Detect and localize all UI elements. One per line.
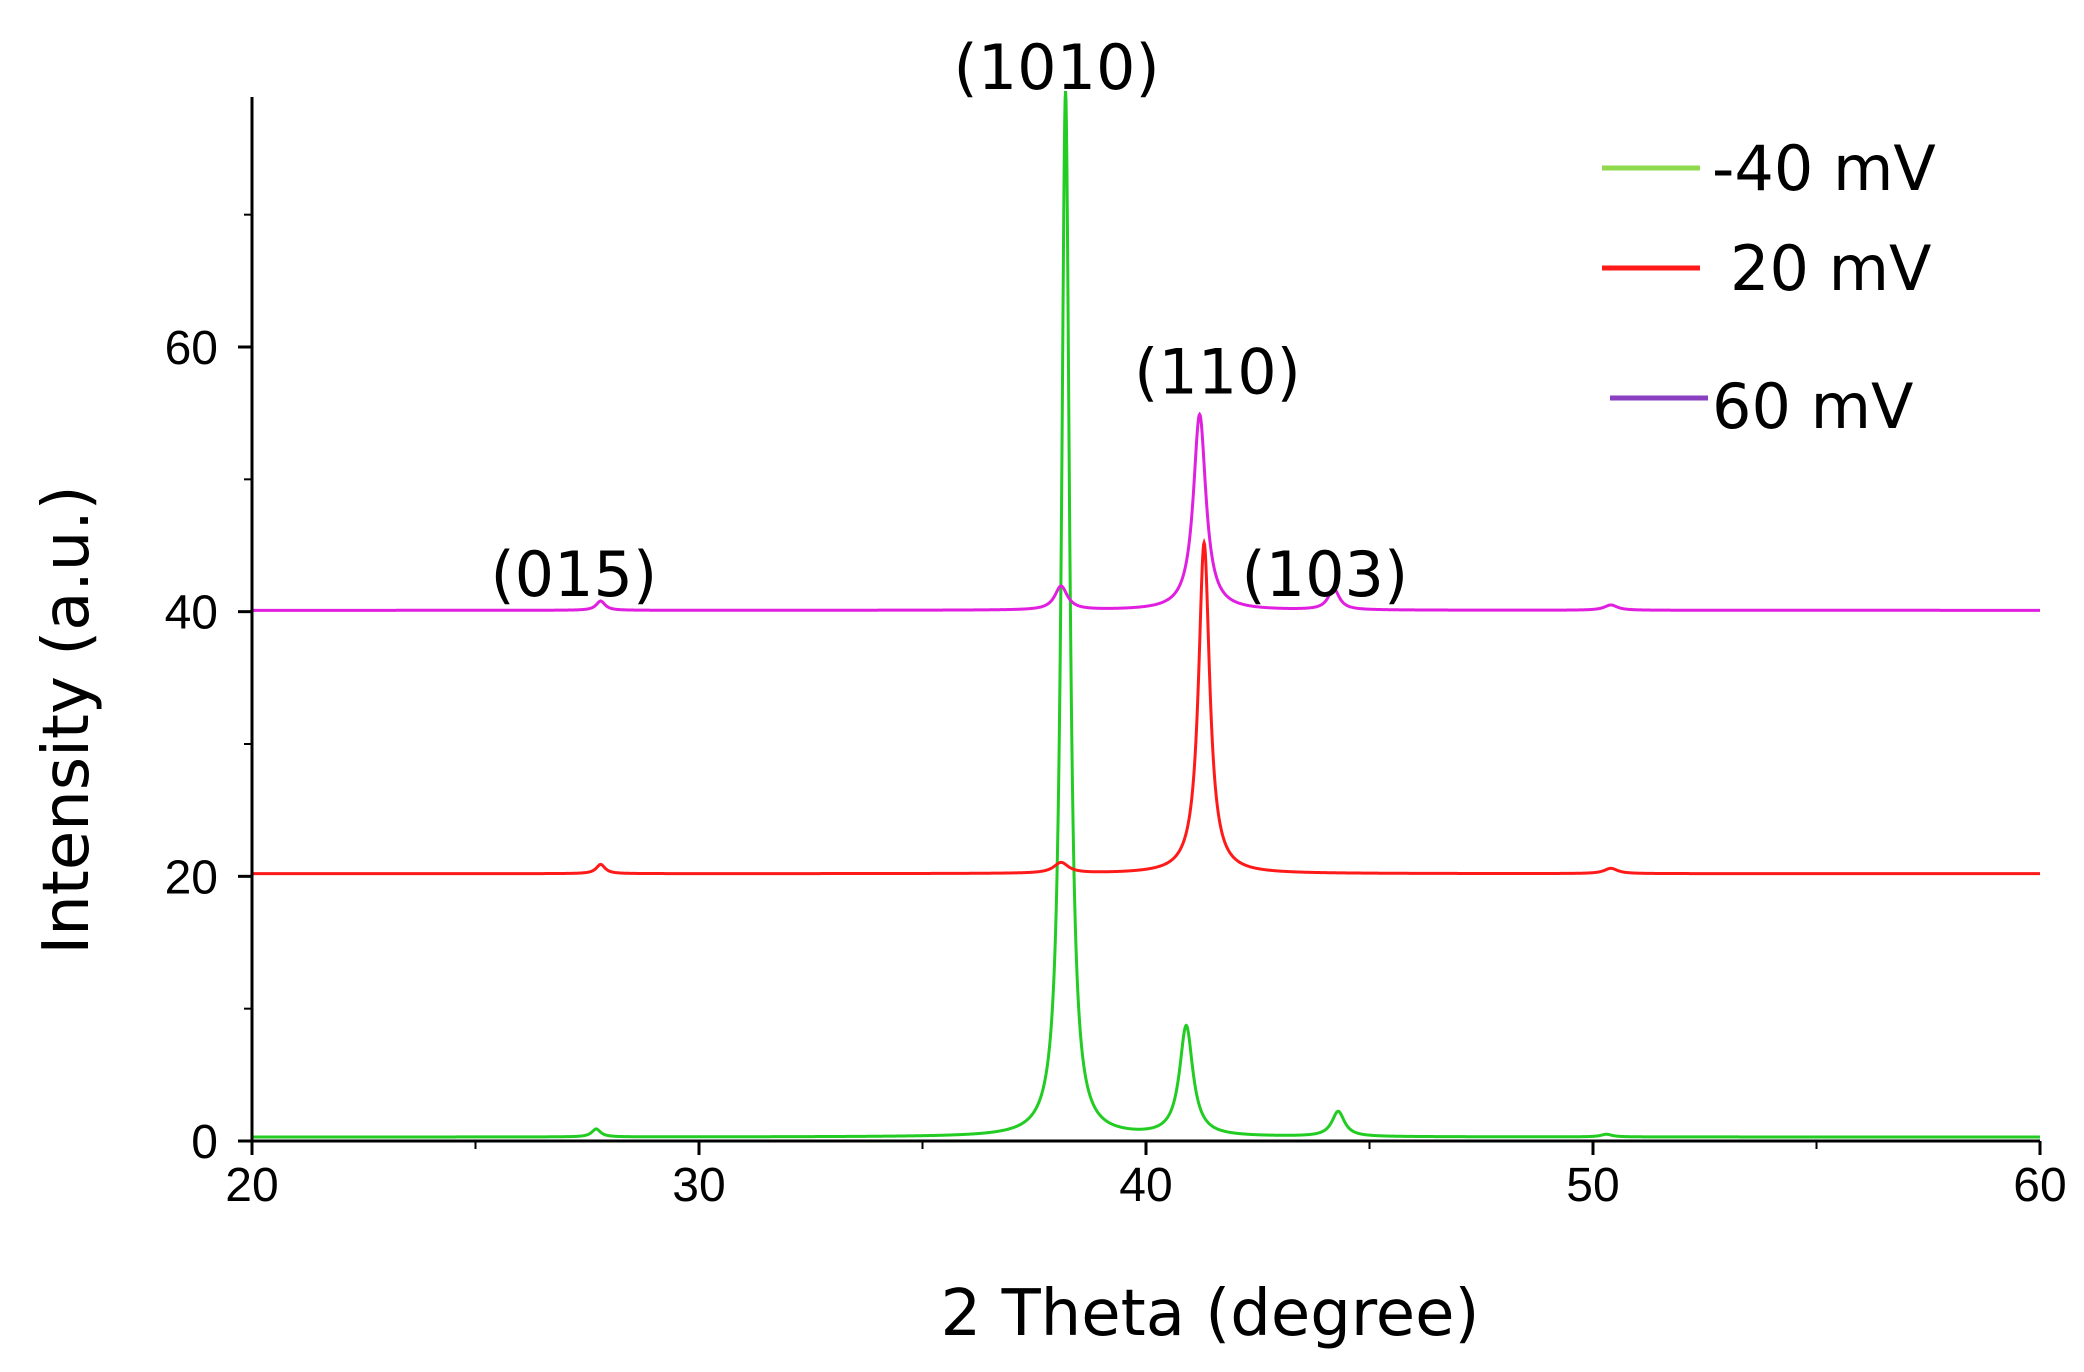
- x-tick-label: 40: [1119, 1159, 1172, 1212]
- peak-label: (110): [1134, 335, 1301, 408]
- legend: -40 mV 20 mV 60 mV: [1602, 132, 1936, 443]
- y-ticks: 0 20 40 60: [165, 213, 252, 1169]
- x-tick-label: 60: [2013, 1159, 2066, 1212]
- series-line-1: [252, 91, 2040, 1139]
- x-tick-label: 20: [225, 1159, 278, 1212]
- y-axis-title: Intensity (a.u.): [30, 485, 104, 954]
- peak-label: (015): [490, 538, 657, 611]
- peak-label: (1010): [954, 31, 1160, 104]
- legend-label: 60 mV: [1712, 370, 1913, 443]
- x-tick-label: 50: [1566, 1159, 1619, 1212]
- y-tick-label: 40: [165, 587, 218, 640]
- series-line-2: [252, 537, 2040, 876]
- y-tick-label: 20: [165, 851, 218, 904]
- y-tick-label: 60: [165, 322, 218, 375]
- series-lines: [252, 91, 2040, 1139]
- peak-annotations: (015) (1010) (110) (103): [490, 31, 1408, 611]
- legend-label: 20 mV: [1730, 232, 1931, 305]
- x-axis-title: 2 Theta (degree): [941, 1277, 1480, 1351]
- peak-label: (103): [1241, 538, 1408, 611]
- series-line-3: [252, 411, 2040, 612]
- y-tick-label: 0: [191, 1116, 218, 1169]
- x-ticks: 20 30 40 50 60: [225, 1141, 2067, 1212]
- x-tick-label: 30: [672, 1159, 725, 1212]
- legend-label: -40 mV: [1712, 132, 1936, 205]
